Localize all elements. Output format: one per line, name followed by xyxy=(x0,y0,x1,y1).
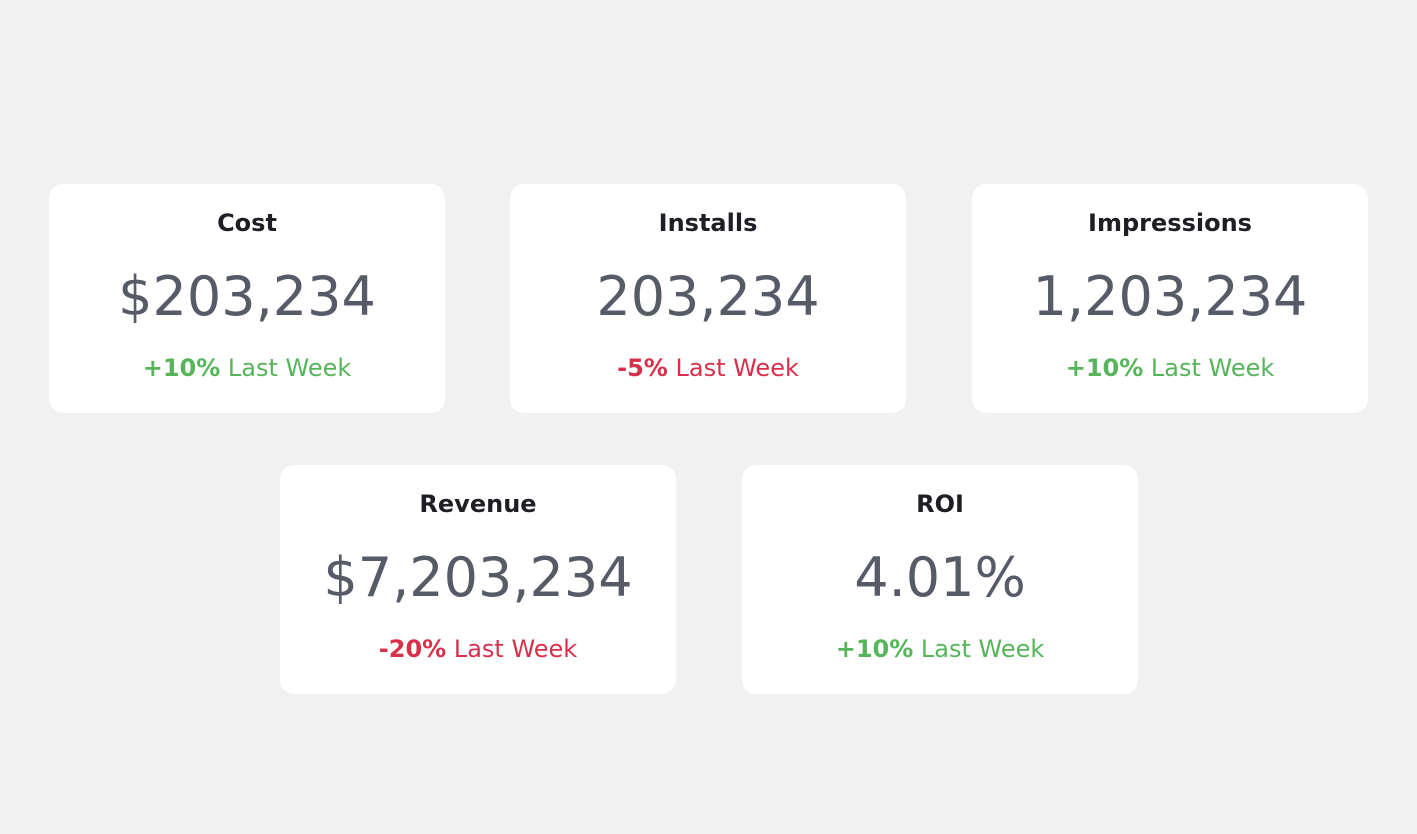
metric-title: Revenue xyxy=(419,490,537,518)
change-period: Last Week xyxy=(453,635,578,663)
change-percent: -20% xyxy=(378,635,447,663)
change-percent: +10% xyxy=(1065,354,1144,382)
change-period: Last Week xyxy=(1150,354,1275,382)
metric-change: +10% Last Week xyxy=(972,353,1368,383)
change-percent: +10% xyxy=(835,635,914,663)
metric-change: +10% Last Week xyxy=(49,353,445,383)
metric-change: -20% Last Week xyxy=(280,634,676,664)
metric-title: Impressions xyxy=(1088,209,1252,237)
metric-title: Cost xyxy=(217,209,277,237)
metric-value: 1,203,234 xyxy=(1032,265,1308,328)
metric-card-impressions: Impressions 1,203,234 +10% Last Week xyxy=(972,184,1368,413)
metric-title: Installs xyxy=(658,209,758,237)
metric-value: $7,203,234 xyxy=(323,546,633,609)
metric-change: +10% Last Week xyxy=(742,634,1138,664)
change-percent: -5% xyxy=(617,354,668,382)
change-period: Last Week xyxy=(227,354,352,382)
metric-card-revenue: Revenue $7,203,234 -20% Last Week xyxy=(280,465,676,694)
metric-card-installs: Installs 203,234 -5% Last Week xyxy=(510,184,906,413)
change-period: Last Week xyxy=(675,354,799,382)
metric-title: ROI xyxy=(916,490,964,518)
change-period: Last Week xyxy=(920,635,1045,663)
metric-value: 4.01% xyxy=(854,546,1026,609)
metric-change: -5% Last Week xyxy=(510,353,906,383)
change-percent: +10% xyxy=(142,354,221,382)
metric-value: 203,234 xyxy=(596,265,820,328)
metric-card-cost: Cost $203,234 +10% Last Week xyxy=(49,184,445,413)
metric-value: $203,234 xyxy=(118,265,376,328)
metric-card-roi: ROI 4.01% +10% Last Week xyxy=(742,465,1138,694)
